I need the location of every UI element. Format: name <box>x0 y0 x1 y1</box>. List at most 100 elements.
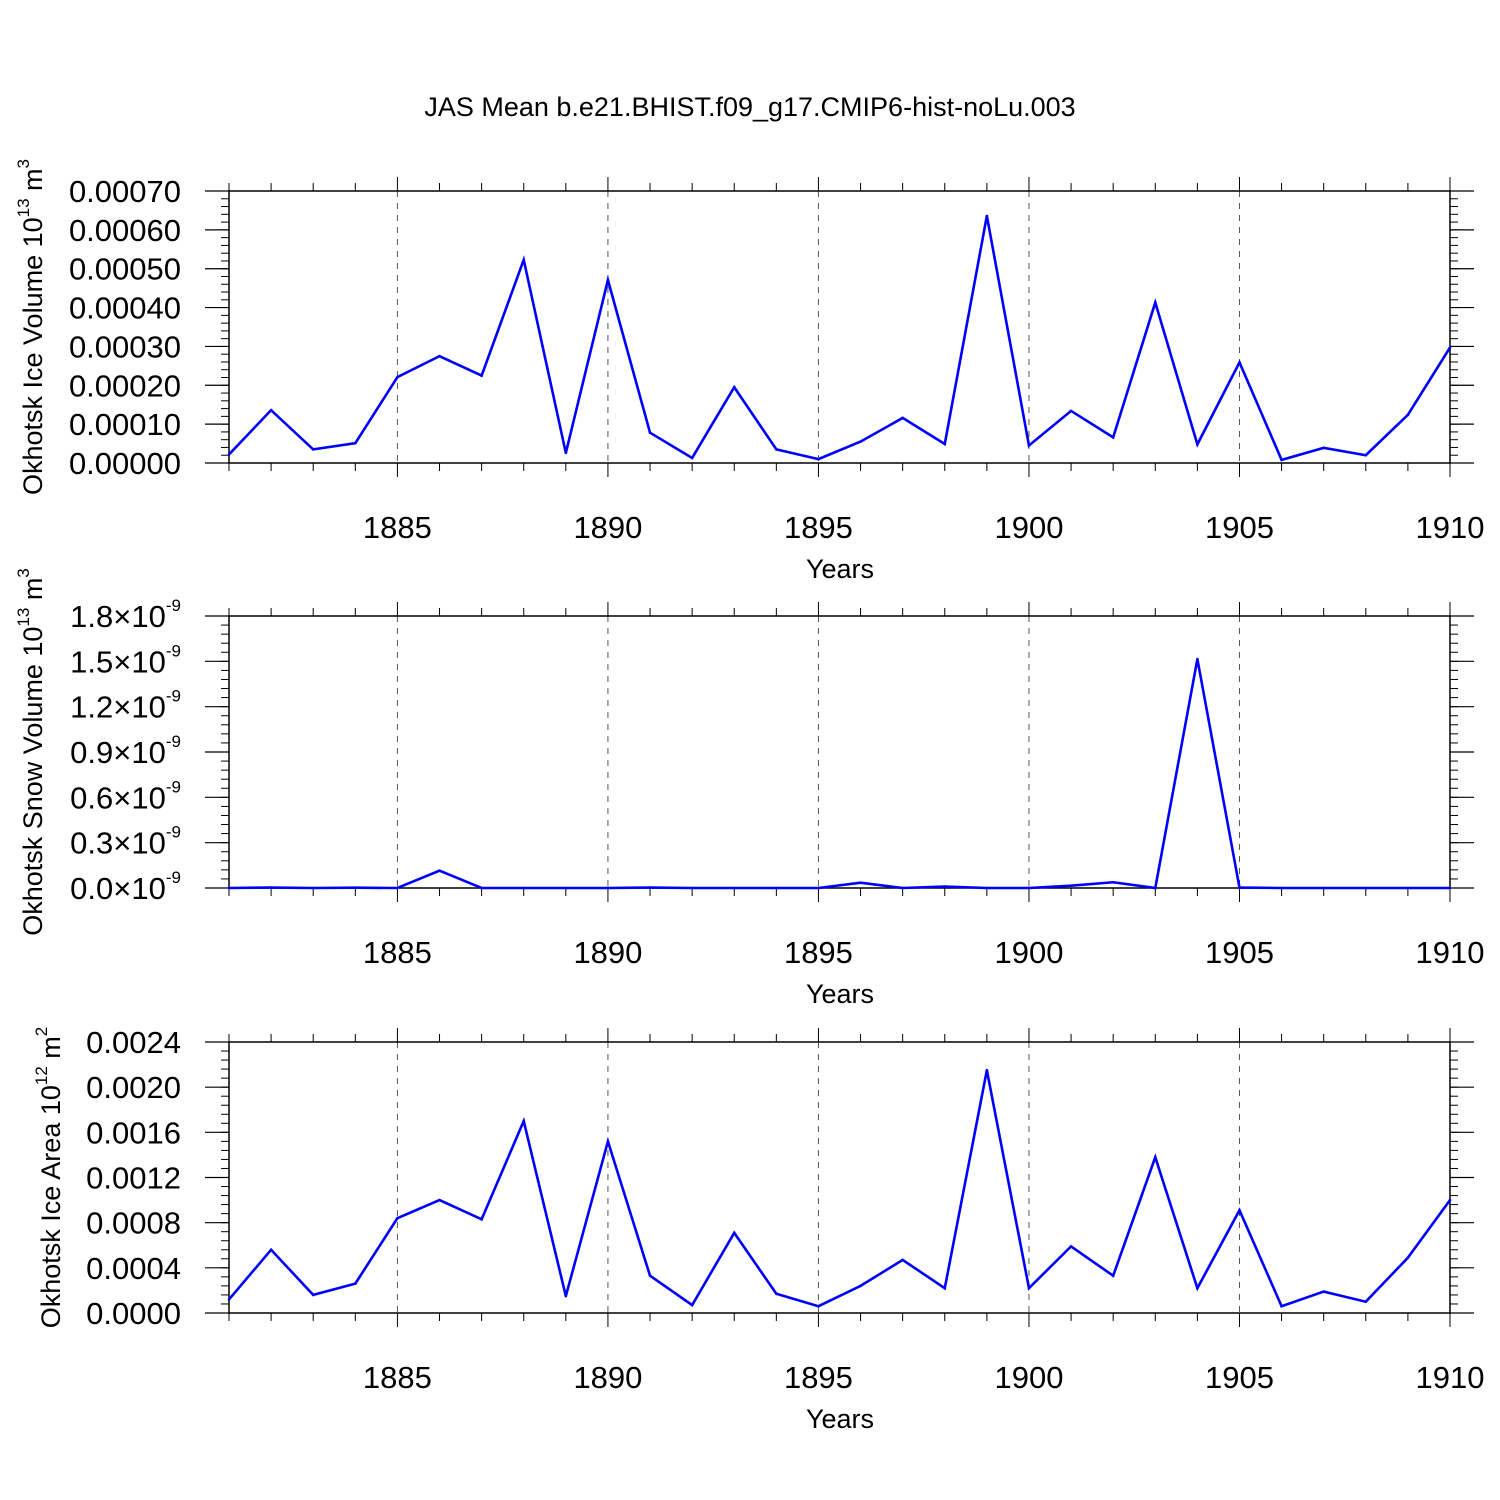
ice-area-data-point <box>1069 1245 1073 1248</box>
ice-volume-data-point <box>1280 458 1283 462</box>
ice-volume-data-point <box>1448 346 1452 349</box>
ice-area-data-point <box>606 1140 610 1143</box>
ice-volume-data-point <box>396 375 399 379</box>
snow-volume-data-point <box>1027 886 1031 890</box>
snow-volume-data-point <box>1406 886 1410 890</box>
snow-volume-data-point <box>901 886 904 890</box>
y-tick-times-ten: ×10 <box>113 599 166 634</box>
snow-volume-data-point <box>606 886 610 890</box>
snow-volume-data-point <box>859 881 862 885</box>
snow-volume-data-point <box>564 886 568 890</box>
ice-volume-data-point <box>901 416 904 420</box>
snow-volume-data-point <box>269 886 273 889</box>
y-label-exponent: 12 <box>32 1066 51 1085</box>
ice-volume-data-point <box>354 441 357 445</box>
ice-area-x-tick-label: 1895 <box>784 1360 853 1395</box>
snow-volume-x-tick-label: 1905 <box>1205 935 1274 970</box>
ice-volume-y-tick-label: 0.00040 <box>69 291 181 326</box>
ice-area-data-point <box>1406 1256 1410 1259</box>
snow-volume-y-tick-label: 0.0×10-9 <box>70 868 181 906</box>
y-label-exponent: 13 <box>14 608 33 627</box>
ice-volume-x-axis-label: Years <box>806 554 874 584</box>
ice-volume-y-tick-label: 0.00030 <box>69 329 181 364</box>
snow-volume-y-tick-label: 0.6×10-9 <box>70 777 181 815</box>
snow-volume-data-point <box>732 886 736 890</box>
snow-volume-data-point <box>1111 880 1115 884</box>
y-label-unit: m <box>18 578 48 608</box>
ice-volume-data-point <box>1196 443 1199 446</box>
ice-area-data-point <box>775 1292 778 1296</box>
ice-area-x-tick-label: 1910 <box>1416 1360 1485 1395</box>
snow-volume-x-tick-label: 1890 <box>573 935 642 970</box>
ice-area-x-axis-label: Years <box>806 1404 874 1434</box>
ice-area-y-tick-label: 0.0016 <box>86 1115 181 1150</box>
y-tick-mantissa: 0.3 <box>70 826 113 861</box>
ice-area-data-point <box>1196 1286 1199 1290</box>
y-tick-mantissa: 0.0 <box>70 871 113 906</box>
snow-volume-x-tick-label: 1910 <box>1416 935 1485 970</box>
snow-volume-x-tick-label: 1885 <box>363 935 432 970</box>
y-tick-times-ten: ×10 <box>113 735 166 770</box>
ice-area-data-point <box>311 1293 315 1297</box>
snow-volume-series-line <box>228 658 1450 890</box>
ice-volume-data-point <box>943 442 947 446</box>
y-tick-exponent: -9 <box>166 687 181 706</box>
ice-volume-series-line <box>228 215 1452 462</box>
y-label-unit: m <box>36 1036 66 1066</box>
snow-volume-x-tick-label: 1895 <box>784 935 853 970</box>
snow-volume-data-point <box>396 886 399 890</box>
ice-area-data-point <box>901 1258 904 1262</box>
ice-volume-y-tick-label: 0.00020 <box>69 368 181 403</box>
ice-volume-y-tick-label: 0.00010 <box>69 407 181 442</box>
snow-volume-data-point <box>1280 886 1283 890</box>
ice-area-panel: 0.0000 0.0004 0.0008 0.0012 0.0016 0.0020 0.00… <box>32 1025 1484 1434</box>
y-tick-times-ten: ×10 <box>113 826 166 861</box>
y-label-text: Okhotsk Snow Volume 10 <box>18 627 48 936</box>
ice-volume-data-point <box>522 258 526 262</box>
ice-area-data-point <box>269 1248 273 1252</box>
ice-volume-y-tick-label: 0.00070 <box>69 174 181 209</box>
ice-area-x-tick-label: 1900 <box>994 1360 1063 1395</box>
ice-area-data-point <box>943 1286 947 1290</box>
snow-volume-data-point <box>690 886 694 890</box>
y-tick-mantissa: 1.2 <box>70 690 113 725</box>
ice-area-data-point <box>1280 1304 1283 1308</box>
snow-volume-y-tick-label: 0.3×10-9 <box>70 823 181 861</box>
ice-area-x-tick-label: 1905 <box>1205 1360 1274 1395</box>
ice-area-y-tick-label: 0.0024 <box>86 1025 181 1060</box>
ice-volume-data-point <box>775 448 778 451</box>
y-label-exponent: 13 <box>14 198 33 217</box>
ice-area-data-point <box>732 1231 736 1235</box>
y-tick-mantissa: 1.8 <box>70 599 113 634</box>
y-tick-exponent: -9 <box>166 823 181 842</box>
ice-area-x-tick-label: 1885 <box>363 1360 432 1395</box>
ice-area-data-point <box>1111 1274 1115 1278</box>
y-tick-exponent: -9 <box>166 596 181 615</box>
ice-volume-data-point <box>817 457 820 461</box>
ice-volume-data-point <box>480 374 483 377</box>
ice-area-data-point <box>648 1274 652 1278</box>
ice-area-data-point <box>564 1294 568 1298</box>
ice-area-data-point <box>859 1284 862 1288</box>
ice-area-data-point <box>438 1198 441 1202</box>
ice-volume-data-point <box>1111 436 1115 439</box>
y-tick-mantissa: 0.6 <box>70 780 113 815</box>
y-tick-times-ten: ×10 <box>113 780 166 815</box>
ice-area-data-point <box>1448 1198 1452 1202</box>
snow-volume-data-point <box>311 886 315 890</box>
ice-area-y-tick-label: 0.0004 <box>86 1251 181 1286</box>
snow-volume-x-tick-label: 1900 <box>994 935 1063 970</box>
figure-title: JAS Mean b.e21.BHIST.f09_g17.CMIP6-hist-… <box>424 92 1075 122</box>
ice-volume-data-point <box>564 451 568 455</box>
ice-area-data-point <box>522 1119 526 1123</box>
ice-volume-x-tick-label: 1890 <box>573 510 642 545</box>
ice-volume-data-point <box>690 456 694 460</box>
ice-volume-x-tick-label: 1885 <box>363 510 432 545</box>
ice-volume-plot-frame <box>228 190 1451 464</box>
ice-volume-data-point <box>1238 361 1241 364</box>
ice-area-data-point <box>354 1282 357 1285</box>
snow-volume-data-point <box>1364 886 1368 890</box>
ice-volume-y-tick-label: 0.00050 <box>69 252 181 287</box>
ice-volume-data-point <box>606 278 610 282</box>
